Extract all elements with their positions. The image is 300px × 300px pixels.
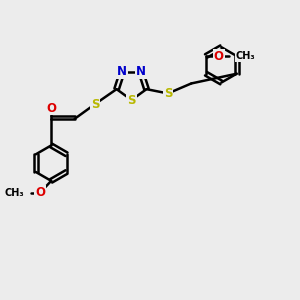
Text: O: O [35,186,45,199]
Text: S: S [164,87,172,100]
Text: S: S [127,94,136,106]
Text: CH₃: CH₃ [235,51,255,61]
Text: CH₃: CH₃ [4,188,24,198]
Text: N: N [117,65,127,78]
Text: N: N [136,65,146,78]
Text: O: O [46,101,56,115]
Text: S: S [91,98,99,110]
Text: O: O [214,50,224,62]
